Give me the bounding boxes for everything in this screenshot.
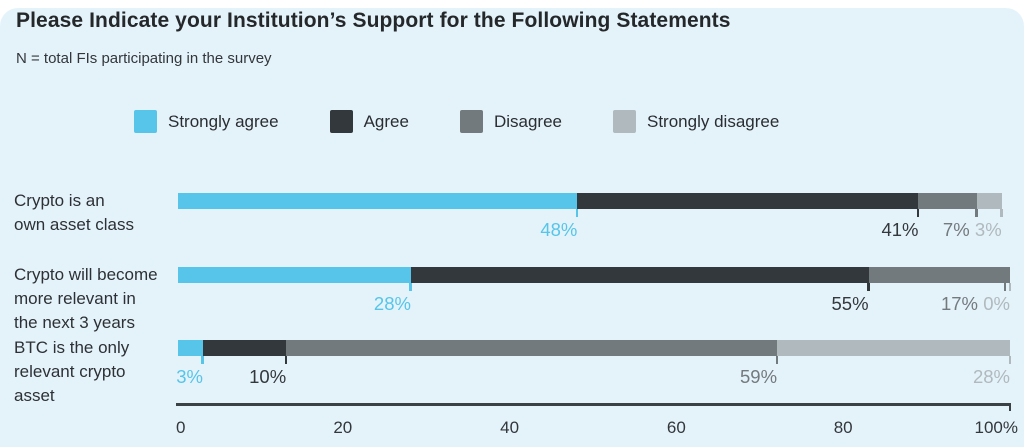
legend-swatch-strongly-disagree	[613, 110, 636, 133]
x-axis-end-tick	[1008, 403, 1011, 411]
legend-item-strongly-agree: Strongly agree	[134, 110, 279, 133]
bar-segment-strongly-agree	[178, 340, 203, 356]
bar-segment-strongly-agree	[178, 193, 578, 209]
segment-value-label: 7%	[942, 219, 970, 240]
legend-label-strongly-agree: Strongly agree	[168, 111, 279, 131]
x-axis-line	[176, 403, 1011, 406]
segment-end-tick	[409, 282, 412, 291]
bar-category-label: Crypto is an own asset class	[14, 191, 134, 234]
x-axis-tick-label: 100%	[974, 418, 1018, 437]
bar-row: Crypto will become more relevant in the …	[0, 265, 1024, 337]
segment-end-tick	[775, 356, 779, 364]
segment-value-label: 59%	[740, 366, 778, 387]
x-axis-tick-label: 60	[666, 418, 686, 437]
stacked-bar	[178, 193, 1010, 209]
bar-segment-agree	[410, 266, 869, 283]
x-axis-tick-label: 20	[333, 418, 353, 437]
bar-segment-strongly-agree	[178, 266, 411, 283]
segment-value-label: 3%	[176, 366, 203, 387]
x-axis-tick-label: 40	[500, 418, 520, 437]
segment-end-tick	[867, 282, 870, 291]
x-axis-tick-label: 0	[176, 418, 186, 437]
segment-end-tick	[916, 209, 920, 217]
stacked-bar	[178, 266, 1010, 283]
bar-segment-disagree	[918, 193, 977, 209]
bar-segment-strongly-disagree	[777, 340, 1010, 356]
segment-value-label: 28%	[972, 366, 1010, 387]
segment-end-tick	[1008, 356, 1011, 364]
bar-segment-disagree	[286, 340, 778, 356]
chart-title: Please Indicate your Institution’s Suppo…	[16, 9, 731, 32]
legend-label-strongly-disagree: Strongly disagree	[647, 111, 780, 131]
legend-item-disagree: Disagree	[459, 110, 562, 133]
legend-label-agree: Agree	[363, 111, 409, 131]
segment-end-tick	[975, 209, 978, 217]
legend-swatch-disagree	[459, 110, 483, 133]
chart-subtitle: N = total FIs participating in the surve…	[16, 50, 272, 67]
x-axis-tick-label: 80	[833, 418, 853, 437]
legend-item-agree: Agree	[329, 110, 409, 133]
bar-category-label: Crypto will become more relevant in the …	[14, 264, 158, 332]
segment-value-label: 28%	[373, 292, 411, 314]
legend-swatch-agree	[329, 110, 353, 133]
bar-row: Crypto is an own asset class 48% 41% 7% 3%	[0, 191, 1024, 263]
legend: Strongly agree Agree Disagree Strongly d…	[134, 110, 779, 133]
bar-segment-disagree	[868, 266, 1010, 283]
segment-value-label: 48%	[540, 219, 578, 240]
bar-segment-strongly-disagree	[976, 193, 1002, 209]
legend-swatch-strongly-agree	[134, 110, 157, 133]
bar-category-label: BTC is the only relevant crypto asset	[14, 338, 130, 405]
segment-end-tick	[1000, 209, 1003, 217]
segment-value-label: 3%	[974, 219, 1002, 240]
segment-end-tick	[1008, 282, 1011, 291]
segment-value-label: 41%	[881, 219, 919, 240]
bar-row: BTC is the only relevant crypto asset 3% 1…	[0, 338, 1024, 410]
bar-segment-agree	[577, 193, 919, 209]
bar-segment-agree	[202, 340, 287, 356]
segment-value-label: 10%	[249, 366, 287, 387]
legend-item-strongly-disagree: Strongly disagree	[613, 110, 779, 133]
segment-end-tick	[1003, 282, 1006, 291]
legend-label-disagree: Disagree	[493, 111, 562, 131]
segment-end-tick	[201, 356, 204, 364]
segment-value-label: 0%	[983, 292, 1010, 314]
stacked-bar	[178, 340, 1010, 356]
segment-value-label: 55%	[831, 292, 869, 314]
segment-end-tick	[575, 209, 579, 217]
chart-card-background	[0, 8, 1024, 447]
segment-end-tick	[284, 356, 288, 364]
segment-value-label: 17%	[940, 292, 978, 314]
